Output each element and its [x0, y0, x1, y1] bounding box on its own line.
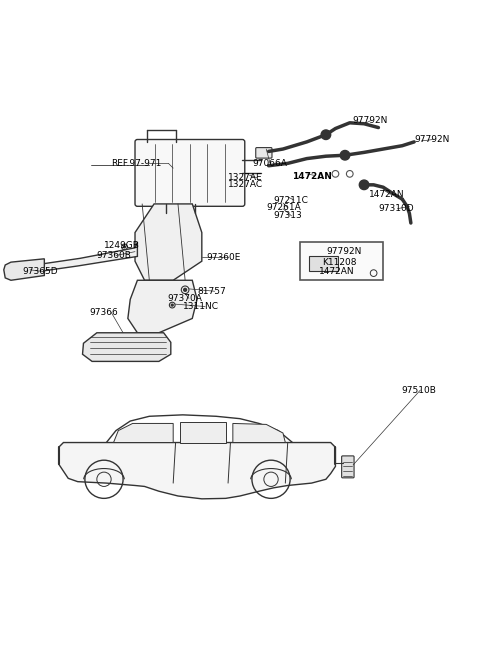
Text: 1327AC: 1327AC: [228, 180, 263, 190]
Polygon shape: [233, 423, 285, 443]
Text: 97792N: 97792N: [352, 116, 387, 125]
Polygon shape: [135, 204, 202, 280]
Polygon shape: [83, 333, 171, 361]
Text: 1472AN: 1472AN: [292, 172, 332, 181]
Circle shape: [360, 180, 369, 190]
Text: 1472AN: 1472AN: [369, 190, 405, 199]
Polygon shape: [59, 443, 336, 499]
FancyBboxPatch shape: [256, 148, 272, 158]
Polygon shape: [4, 259, 44, 280]
Circle shape: [123, 246, 125, 248]
Text: 97365D: 97365D: [23, 267, 59, 276]
Circle shape: [184, 289, 187, 291]
Text: K11208: K11208: [322, 258, 357, 267]
Text: 97313: 97313: [274, 211, 302, 220]
Polygon shape: [128, 280, 197, 333]
Polygon shape: [114, 423, 173, 443]
FancyBboxPatch shape: [300, 242, 383, 280]
Text: 97792N: 97792N: [326, 247, 361, 256]
Text: 97366: 97366: [90, 308, 119, 317]
Text: 1311NC: 1311NC: [183, 302, 219, 311]
Text: 81757: 81757: [197, 287, 226, 296]
Polygon shape: [11, 242, 137, 276]
Text: REF.97-971: REF.97-971: [111, 159, 162, 168]
Text: 97310D: 97310D: [378, 204, 414, 213]
Text: 97066A: 97066A: [252, 159, 287, 168]
Text: 97211C: 97211C: [274, 195, 308, 205]
FancyBboxPatch shape: [135, 140, 245, 206]
FancyBboxPatch shape: [309, 256, 338, 271]
Text: 97360E: 97360E: [206, 253, 241, 262]
Text: 1327AE: 1327AE: [228, 173, 263, 182]
Circle shape: [340, 150, 350, 160]
Circle shape: [171, 304, 173, 306]
Text: 97510B: 97510B: [401, 386, 436, 394]
Text: 97261A: 97261A: [266, 203, 301, 213]
FancyBboxPatch shape: [342, 456, 354, 478]
Text: 1249GB: 1249GB: [104, 241, 140, 251]
Text: 97792N: 97792N: [414, 135, 450, 144]
Circle shape: [321, 130, 331, 140]
Text: 97360B: 97360B: [96, 251, 131, 260]
Polygon shape: [180, 422, 226, 443]
Text: 1472AN: 1472AN: [319, 267, 354, 276]
Text: 97370A: 97370A: [168, 294, 203, 303]
